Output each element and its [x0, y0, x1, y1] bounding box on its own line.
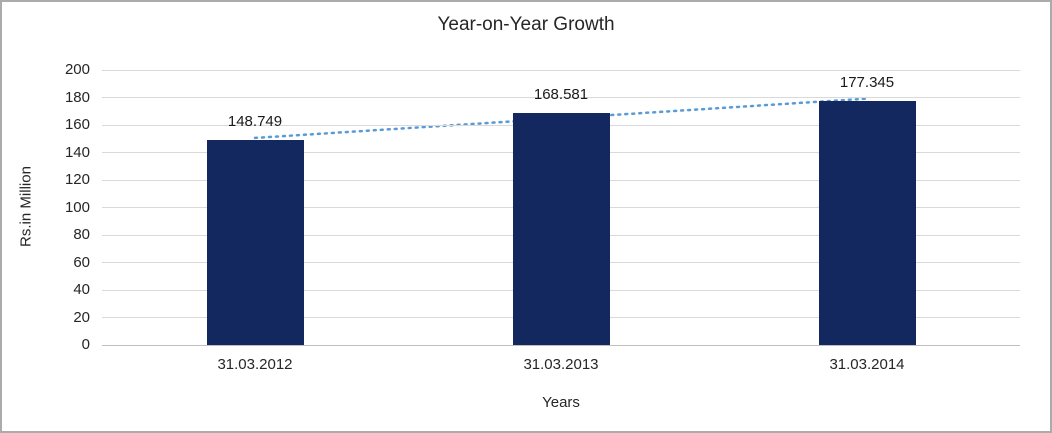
- y-tick-label: 200: [64, 61, 90, 78]
- bar: [206, 140, 304, 345]
- y-tick-label: 120: [64, 171, 90, 188]
- x-tick-label: 31.03.2012: [217, 356, 293, 373]
- gridline: [102, 97, 1020, 98]
- data-label: 168.581: [533, 86, 589, 104]
- bar: [512, 113, 610, 345]
- y-tick-label: 100: [64, 198, 90, 216]
- gridline: [102, 69, 1020, 71]
- y-tick-label: 160: [64, 116, 90, 133]
- y-tick-label: 0: [81, 336, 90, 353]
- y-tick-label: 60: [73, 253, 90, 271]
- x-tick-label: 31.03.2014: [829, 356, 905, 373]
- x-axis-title: Years: [542, 394, 580, 411]
- chart-title: Year-on-Year Growth: [437, 14, 615, 35]
- y-tick-label: 80: [73, 226, 90, 243]
- y-tick-label: 20: [73, 308, 90, 326]
- x-tick-label: 31.03.2013: [523, 356, 599, 373]
- bar: [818, 101, 916, 345]
- y-tick-label: 40: [73, 281, 90, 298]
- data-label: 148.749: [227, 113, 283, 131]
- data-label: 177.345: [839, 74, 895, 92]
- y-tick-label: 140: [64, 143, 90, 161]
- y-tick-label: 180: [64, 88, 90, 106]
- x-axis-line: [102, 344, 1020, 346]
